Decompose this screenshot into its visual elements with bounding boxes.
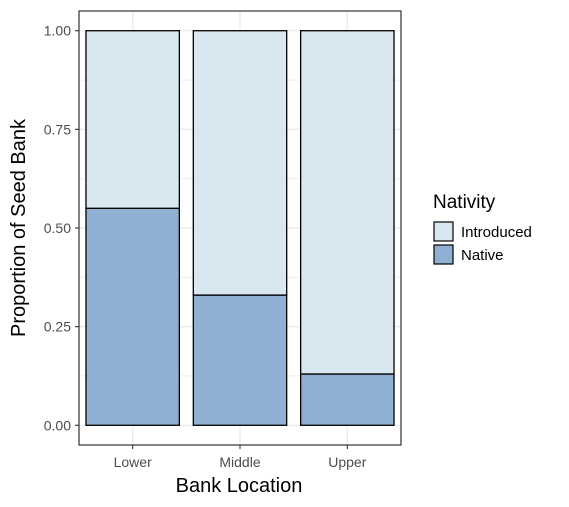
legend-key-native [433, 244, 454, 265]
y-axis-title: Proportion of Seed Bank [8, 118, 30, 337]
y-tick-label: 0.00 [44, 417, 71, 433]
x-tick-label: Upper [328, 454, 366, 470]
bar-introduced-lower [85, 30, 181, 209]
legend-label-native: Native [461, 247, 504, 264]
y-tick-label: 1.00 [44, 23, 71, 39]
x-axis-title: Bank Location [176, 475, 303, 497]
axes-layer: 0.00 0.25 0.50 0.75 1.00 Lower Middle Upper [44, 23, 367, 470]
bar-introduced-middle [192, 30, 288, 296]
bar-introduced-upper [299, 30, 395, 375]
y-tick-label: 0.50 [44, 220, 71, 236]
bar-native-upper [299, 373, 395, 426]
legend: Nativity Introduced Native [433, 192, 532, 265]
bar-native-lower [85, 207, 181, 426]
bar-native-middle [192, 294, 288, 426]
legend-key-introduced [433, 221, 454, 242]
y-tick-label: 0.25 [44, 319, 71, 335]
bars-layer [85, 30, 395, 426]
y-tick-label: 0.75 [44, 121, 71, 137]
legend-title: Nativity [433, 192, 496, 213]
x-tick-label: Middle [219, 454, 260, 470]
x-tick-label: Lower [114, 454, 152, 470]
legend-label-introduced: Introduced [461, 224, 532, 241]
